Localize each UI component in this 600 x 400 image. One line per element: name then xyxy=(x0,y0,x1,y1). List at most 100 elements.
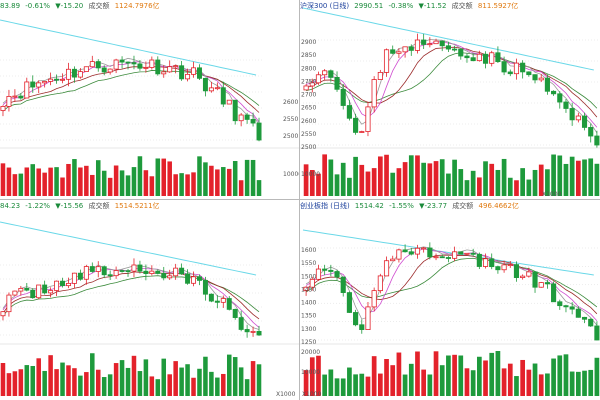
price-tick-label: 2600 xyxy=(283,99,298,106)
candle-down xyxy=(30,289,36,299)
volume-bar-up xyxy=(575,160,581,196)
volume-tick-label: 20000 xyxy=(301,349,320,356)
volume-bar-down xyxy=(334,378,340,396)
kline-chart: X1000 xyxy=(0,221,299,398)
volume-bar-down xyxy=(545,169,550,196)
chart-pane-bottom-left[interactable]: 84.23 -1.22% ▼-15.56 成交额 1514.5211亿 X100… xyxy=(0,200,299,400)
volume-bar-up xyxy=(66,163,71,196)
candle-down xyxy=(232,308,238,318)
volume-bar-down xyxy=(464,180,470,196)
volume-bar-up xyxy=(215,169,220,196)
candle-down xyxy=(501,61,507,73)
candle-down xyxy=(346,292,352,313)
candle-down xyxy=(470,57,476,62)
volume-bar-up xyxy=(396,168,402,196)
candle-down xyxy=(588,318,594,327)
pct-change: -1.22% xyxy=(25,202,51,210)
candle-down xyxy=(544,282,550,285)
candle-down xyxy=(408,251,414,255)
volume-bar-down xyxy=(446,355,451,396)
price-tick-label: 1500 xyxy=(301,273,316,280)
volume-bar-down xyxy=(520,168,526,196)
volume-bar-up xyxy=(72,368,77,396)
candle-down xyxy=(185,273,191,284)
volume-bar-up xyxy=(415,155,420,196)
volume-bar-down xyxy=(238,367,244,396)
volume-bar-down xyxy=(588,369,594,396)
pane-header: 83.89 -0.61% ▼-15.20 成交额 1124.7976亿 xyxy=(0,0,163,12)
volume-bar-up xyxy=(390,365,396,396)
volume-bar-up xyxy=(309,169,315,196)
volume-bar-down xyxy=(340,378,346,396)
volume-bar-down xyxy=(322,374,328,396)
volume-bar-up xyxy=(365,171,371,196)
volume-bar-down xyxy=(155,379,161,396)
volume-bar-down xyxy=(209,371,214,396)
volume-bar-up xyxy=(90,174,95,196)
chart-pane-top-right[interactable]: 沪深300 (日线) 2990.51 -0.38% ▼-11.52 成交额 81… xyxy=(300,0,600,199)
candle-down xyxy=(594,135,600,146)
volume-bar-up xyxy=(452,354,457,396)
volume-bar-up xyxy=(226,168,232,196)
candle-down xyxy=(551,283,557,303)
ma-line-green xyxy=(305,257,598,308)
volume-bar-up xyxy=(6,373,12,396)
candle-up xyxy=(95,266,101,272)
candle-down xyxy=(95,61,101,69)
volume-bar-down xyxy=(60,362,65,396)
volume-unit-label: X1000 xyxy=(302,391,322,398)
candle-up xyxy=(12,290,18,296)
candle-down xyxy=(334,271,340,278)
volume-bar-up xyxy=(371,356,377,396)
volume-bar-down xyxy=(107,374,113,396)
index-value: 83.89 xyxy=(0,2,21,10)
candle-up xyxy=(6,96,12,107)
candle-down xyxy=(179,267,185,275)
candle-up xyxy=(107,68,113,73)
candle-down xyxy=(557,93,563,103)
candle-up xyxy=(36,284,42,299)
volume-bar-up xyxy=(501,368,507,396)
volume-bar-down xyxy=(30,365,36,396)
volume-bar-down xyxy=(452,159,457,196)
volume-bar-up xyxy=(316,355,321,396)
candle-down xyxy=(202,77,208,92)
candle-down xyxy=(489,258,495,268)
volume-bar-up xyxy=(12,371,18,396)
volume-bar-down xyxy=(226,354,232,396)
candle-up xyxy=(149,270,155,274)
volume-unit-label: X1000 xyxy=(276,391,296,398)
candle-up xyxy=(173,65,179,68)
candle-up xyxy=(526,271,532,277)
candle-down xyxy=(54,78,60,81)
ma-line-pink xyxy=(305,248,598,322)
pct-change: -1.55% xyxy=(389,202,414,210)
kline-chart: 2900 2850 2800 2750 2700 2650 2600 2550 2500 1000… xyxy=(300,7,600,198)
candle-down xyxy=(328,70,334,78)
volume-bar-up xyxy=(36,358,41,396)
volume-bar-down xyxy=(232,161,238,196)
chart-pane-bottom-right[interactable]: 创业板指 (日线) 1514.42 -1.55% ▼-23.77 成交额 496… xyxy=(300,200,600,400)
volume-bar-up xyxy=(18,369,24,396)
volume-bar-up xyxy=(161,158,167,196)
candle-up xyxy=(371,290,377,308)
candle-down xyxy=(220,87,226,105)
volume-bar-down xyxy=(594,163,600,196)
candle-up xyxy=(131,264,137,272)
amount-label: 成交额 xyxy=(88,202,110,210)
candle-up xyxy=(12,95,18,98)
price-tick-label: 1400 xyxy=(301,300,316,307)
volume-bar-down xyxy=(408,363,414,396)
volume-bar-down xyxy=(427,374,433,396)
volume-bar-up xyxy=(384,358,389,396)
candle-up xyxy=(315,74,322,84)
chart-pane-top-left[interactable]: 83.89 -0.61% ▼-15.20 成交额 1124.7976亿 2600… xyxy=(0,0,299,199)
volume-bar-up xyxy=(538,374,544,396)
volume-bar-up xyxy=(66,365,71,396)
volume-bar-up xyxy=(489,163,495,196)
candle-up xyxy=(89,61,95,68)
ma-line-long xyxy=(0,19,257,76)
volume-bar-up xyxy=(84,372,89,396)
candle-up xyxy=(167,275,173,279)
volume-bar-up xyxy=(402,162,408,196)
